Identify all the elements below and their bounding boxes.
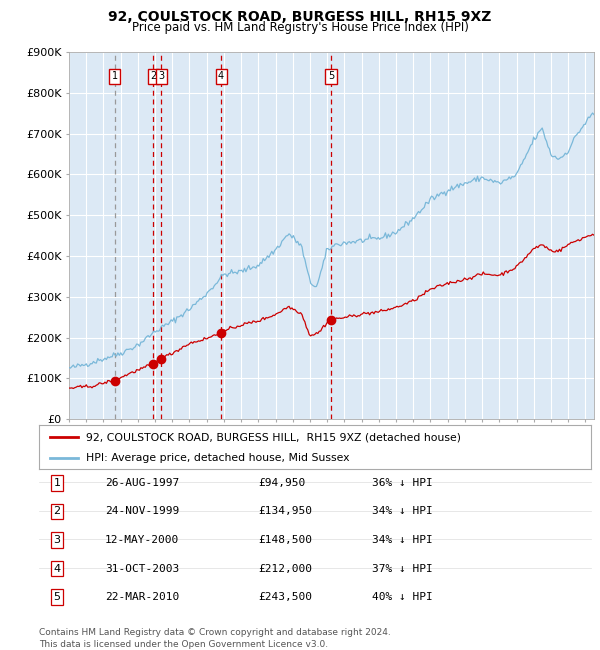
- Text: 40% ↓ HPI: 40% ↓ HPI: [372, 592, 433, 602]
- Text: 5: 5: [328, 72, 334, 81]
- Text: 34% ↓ HPI: 34% ↓ HPI: [372, 535, 433, 545]
- Text: £212,000: £212,000: [258, 564, 312, 573]
- Text: 4: 4: [53, 564, 61, 573]
- Text: 3: 3: [53, 535, 61, 545]
- Text: 36% ↓ HPI: 36% ↓ HPI: [372, 478, 433, 488]
- Text: £94,950: £94,950: [258, 478, 305, 488]
- Text: 2: 2: [53, 506, 61, 516]
- Text: £134,950: £134,950: [258, 506, 312, 516]
- Text: 31-OCT-2003: 31-OCT-2003: [105, 564, 179, 573]
- Text: £243,500: £243,500: [258, 592, 312, 602]
- Text: Contains HM Land Registry data © Crown copyright and database right 2024.
This d: Contains HM Land Registry data © Crown c…: [39, 628, 391, 649]
- Text: 5: 5: [53, 592, 61, 602]
- Text: 37% ↓ HPI: 37% ↓ HPI: [372, 564, 433, 573]
- Text: 12-MAY-2000: 12-MAY-2000: [105, 535, 179, 545]
- Text: 24-NOV-1999: 24-NOV-1999: [105, 506, 179, 516]
- Text: 26-AUG-1997: 26-AUG-1997: [105, 478, 179, 488]
- Text: 22-MAR-2010: 22-MAR-2010: [105, 592, 179, 602]
- Text: 34% ↓ HPI: 34% ↓ HPI: [372, 506, 433, 516]
- Text: Price paid vs. HM Land Registry's House Price Index (HPI): Price paid vs. HM Land Registry's House …: [131, 21, 469, 34]
- Text: 4: 4: [218, 72, 224, 81]
- Text: 1: 1: [112, 72, 118, 81]
- Text: 3: 3: [158, 72, 164, 81]
- Text: 2: 2: [150, 72, 157, 81]
- Text: 1: 1: [53, 478, 61, 488]
- Text: £148,500: £148,500: [258, 535, 312, 545]
- Text: 92, COULSTOCK ROAD, BURGESS HILL, RH15 9XZ: 92, COULSTOCK ROAD, BURGESS HILL, RH15 9…: [109, 10, 491, 24]
- Text: HPI: Average price, detached house, Mid Sussex: HPI: Average price, detached house, Mid …: [86, 453, 349, 463]
- Text: 92, COULSTOCK ROAD, BURGESS HILL,  RH15 9XZ (detached house): 92, COULSTOCK ROAD, BURGESS HILL, RH15 9…: [86, 432, 461, 442]
